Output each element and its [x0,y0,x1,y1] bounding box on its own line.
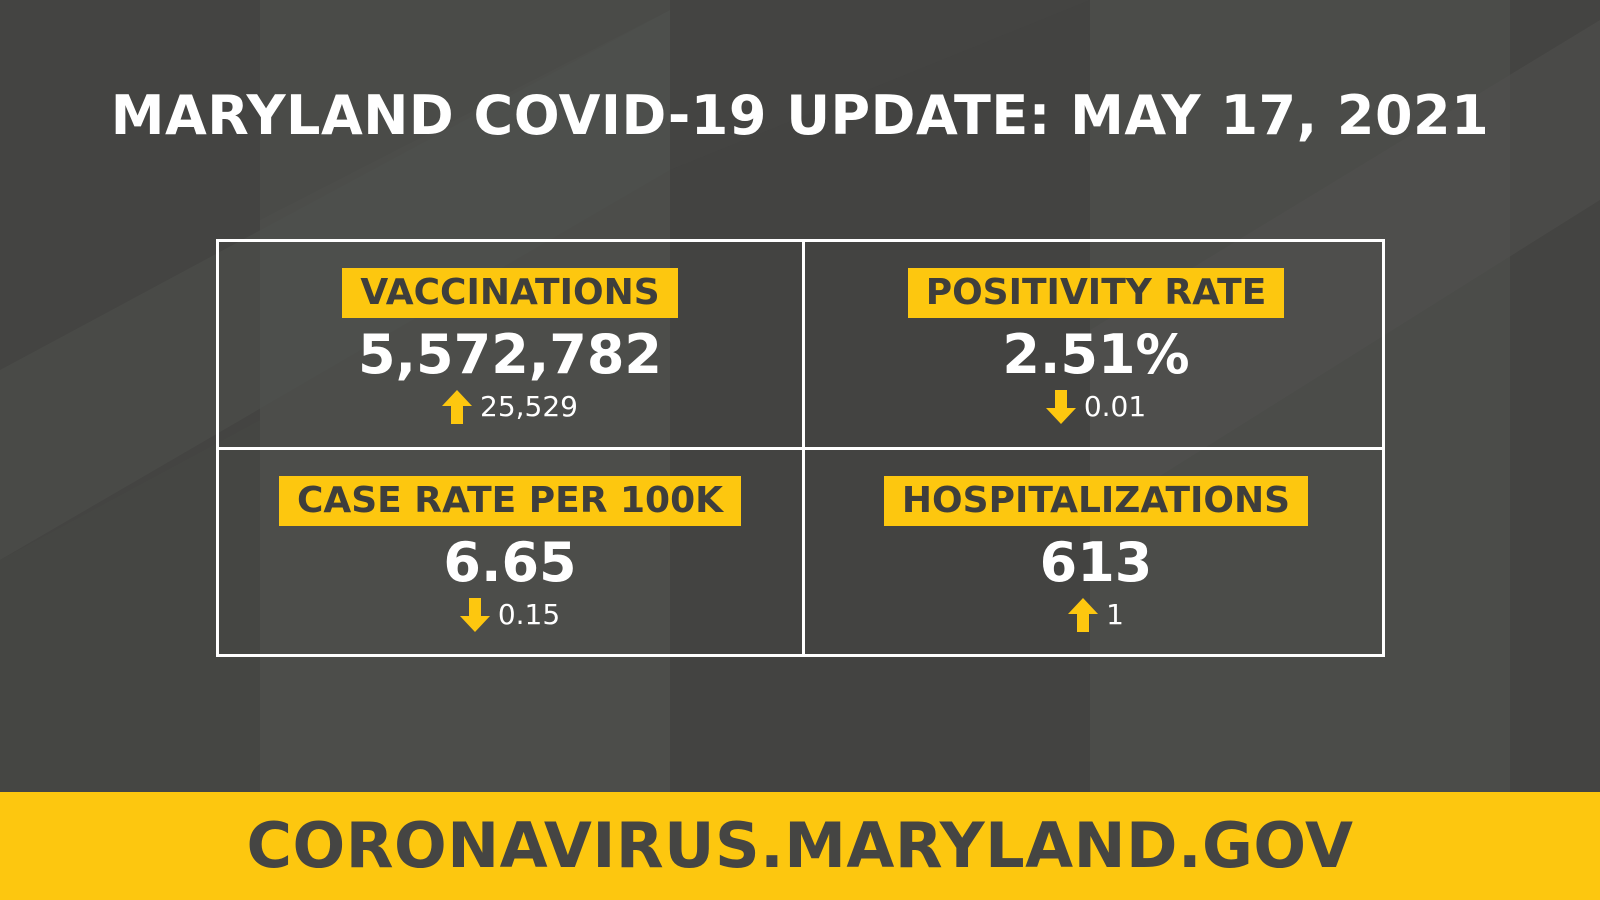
metric-change: 0.15 [219,596,801,633]
metric-label: VACCINATIONS [342,268,678,318]
footer-banner: CORONAVIRUS.MARYLAND.GOV [0,792,1600,900]
arrow-down-icon [459,598,490,632]
metric-change: 1 [805,596,1387,633]
metric-card-positivity-rate: POSITIVITY RATE 2.51% 0.01 [805,242,1387,446]
metric-change-value: 0.15 [497,598,561,631]
page-title: MARYLAND COVID-19 UPDATE: MAY 17, 2021 [110,84,1490,147]
metric-change: 0.01 [805,388,1387,425]
metric-value: 6.65 [443,531,577,594]
metric-label: HOSPITALIZATIONS [883,476,1309,526]
arrow-up-icon [442,390,472,424]
metric-card-hospitalizations: HOSPITALIZATIONS 613 1 [805,450,1387,654]
metric-change: 25,529 [219,388,801,425]
arrow-down-icon [1045,390,1076,424]
metric-value: 5,572,782 [357,323,663,386]
metric-value: 2.51% [1002,323,1190,386]
metric-label: POSITIVITY RATE [907,268,1285,318]
metric-value: 613 [1039,531,1153,594]
grid-divider-horizontal [219,447,1382,450]
metrics-grid: VACCINATIONS 5,572,782 25,529 POSITIVITY… [216,239,1385,657]
footer-url: CORONAVIRUS.MARYLAND.GOV [246,809,1354,882]
metric-change-value: 1 [1106,598,1124,631]
arrow-up-icon [1068,598,1099,632]
metric-change-value: 25,529 [480,390,578,423]
metric-card-case-rate: CASE RATE PER 100K 6.65 0.15 [219,450,801,654]
metric-label: CASE RATE PER 100K [278,476,742,526]
metric-card-vaccinations: VACCINATIONS 5,572,782 25,529 [219,242,801,446]
metric-change-value: 0.01 [1083,390,1147,423]
